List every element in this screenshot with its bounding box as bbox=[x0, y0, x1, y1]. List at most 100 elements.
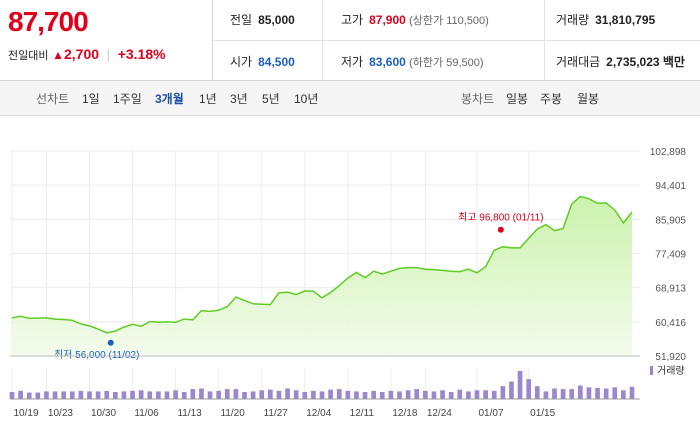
period-3m[interactable]: 3개월 bbox=[155, 92, 184, 106]
y-tick-label: 94,401 bbox=[655, 181, 686, 192]
volume-bar bbox=[474, 390, 480, 399]
volume-bar bbox=[130, 390, 135, 399]
x-tick-label: 12/04 bbox=[306, 408, 331, 419]
x-tick-label: 01/07 bbox=[478, 408, 503, 419]
line-chart-label: 선차트 bbox=[36, 92, 70, 106]
volume-bar bbox=[552, 388, 557, 399]
candle-daily[interactable]: 일봉 bbox=[506, 92, 529, 106]
period-1w[interactable]: 1주일 bbox=[113, 92, 142, 106]
volume-bar bbox=[362, 392, 368, 399]
volume-bar bbox=[190, 389, 196, 399]
amount-label: 거래대금 bbox=[556, 55, 601, 69]
candle-weekly[interactable]: 주봉 bbox=[540, 92, 563, 106]
open: 시가 84,500 bbox=[230, 53, 295, 70]
low-label: 저가 bbox=[341, 55, 364, 69]
volume-bar bbox=[285, 388, 290, 399]
volume-bar bbox=[586, 387, 592, 399]
volume-bar bbox=[517, 371, 523, 399]
volume-bar bbox=[242, 392, 247, 399]
volume-bar bbox=[267, 389, 273, 399]
volume-bar bbox=[156, 391, 161, 399]
x-tick-label: 11/20 bbox=[221, 408, 246, 419]
x-tick-label: 10/30 bbox=[91, 408, 116, 419]
volume-bar bbox=[293, 390, 299, 399]
volume-bar bbox=[457, 389, 463, 399]
x-tick-label: 11/06 bbox=[134, 408, 159, 419]
period-1d[interactable]: 1일 bbox=[82, 92, 100, 106]
volume-bar bbox=[311, 390, 316, 399]
volume-bar bbox=[526, 379, 532, 399]
chart-toolbar: 선차트 1일 1주일 3개월 1년 3년 5년 10년 봉차트 일봉 주봉 월봉 bbox=[0, 81, 700, 116]
change-percent: +3.18% bbox=[117, 46, 166, 62]
price-chart: 102,898 94,401 85,905 77,409 68,913 60,416 51,… bbox=[0, 116, 700, 433]
volume-bar bbox=[250, 391, 256, 399]
period-5y[interactable]: 5년 bbox=[262, 92, 280, 106]
volume-bar bbox=[509, 381, 514, 399]
volume-bar bbox=[233, 389, 239, 399]
volume-bar bbox=[216, 390, 222, 399]
volume-bar bbox=[543, 391, 549, 399]
open-label: 시가 bbox=[230, 55, 253, 69]
x-tick-label: 12/18 bbox=[392, 408, 417, 419]
amount: 거래대금 2,735,023 백만 bbox=[556, 53, 685, 70]
volume-bar bbox=[87, 391, 92, 399]
volume-bar bbox=[595, 387, 600, 399]
high-value: 87,900 bbox=[369, 13, 406, 27]
volume-bar bbox=[440, 390, 445, 399]
x-tick-label: 12/24 bbox=[427, 408, 452, 419]
volume-bar bbox=[26, 392, 32, 399]
max-point-marker bbox=[497, 226, 504, 233]
candle-chart-label: 봉차트 bbox=[461, 92, 495, 106]
price-line bbox=[11, 195, 633, 334]
price-chart-svg: 102,898 94,401 85,905 77,409 68,913 60,416 51,… bbox=[9, 147, 687, 419]
divider: | bbox=[106, 47, 111, 62]
volume-bar bbox=[138, 390, 144, 399]
price-box: 87,700 전일대비 ▲2,700 | +3.18% bbox=[0, 0, 213, 80]
volume-bar bbox=[181, 392, 187, 399]
volume-bar bbox=[319, 391, 325, 399]
volume-bar bbox=[612, 387, 618, 399]
x-tick-label: 10/19 bbox=[13, 408, 38, 419]
volume-bar bbox=[18, 390, 23, 399]
volume-bar bbox=[388, 390, 394, 399]
divider bbox=[213, 40, 700, 41]
candle-monthly[interactable]: 월봉 bbox=[577, 92, 600, 106]
prev-close-value: 85,000 bbox=[258, 13, 295, 27]
x-tick-label: 11/13 bbox=[177, 408, 202, 419]
volume-bar bbox=[483, 390, 488, 399]
volume-bar bbox=[422, 390, 428, 399]
volume-bar bbox=[603, 388, 609, 399]
volume-bar bbox=[164, 391, 170, 399]
volume-bar bbox=[61, 391, 67, 399]
quote-summary: 87,700 전일대비 ▲2,700 | +3.18% 전일 85,000 고가 8… bbox=[0, 0, 700, 81]
period-3y[interactable]: 3년 bbox=[230, 92, 248, 106]
period-1y[interactable]: 1년 bbox=[199, 92, 217, 106]
y-tick-label: 102,898 bbox=[650, 147, 687, 158]
volume-bar bbox=[448, 392, 454, 399]
volume-bar bbox=[560, 389, 566, 399]
volume-bar bbox=[569, 389, 575, 399]
upper-limit: (상한가 110,500) bbox=[409, 15, 489, 27]
volume-bar bbox=[9, 392, 15, 399]
price-area-fill bbox=[12, 196, 632, 356]
price-change: 전일대비 ▲2,700 | +3.18% bbox=[8, 46, 166, 63]
volume-value: 31,810,795 bbox=[595, 13, 656, 27]
min-point-marker bbox=[107, 339, 114, 346]
volume-bar bbox=[69, 391, 75, 399]
prev-close: 전일 85,000 bbox=[230, 11, 295, 28]
volume-bar bbox=[276, 390, 282, 399]
volume-bar bbox=[104, 390, 110, 399]
y-tick-label: 60,416 bbox=[655, 318, 686, 329]
low: 저가 83,600 (하한가 59,500) bbox=[341, 53, 484, 70]
current-price: 87,700 bbox=[8, 6, 89, 37]
volume-bar bbox=[491, 390, 497, 399]
period-10y[interactable]: 10년 bbox=[294, 92, 319, 106]
up-triangle-icon: ▲ bbox=[52, 48, 64, 62]
volume-bar bbox=[52, 391, 58, 399]
volume-bar bbox=[95, 391, 101, 399]
volume-bar bbox=[466, 391, 471, 399]
volume-bar bbox=[577, 385, 583, 399]
volume-bar bbox=[147, 391, 153, 399]
volume-bar bbox=[534, 386, 540, 399]
lower-limit: (하한가 59,500) bbox=[409, 57, 484, 69]
